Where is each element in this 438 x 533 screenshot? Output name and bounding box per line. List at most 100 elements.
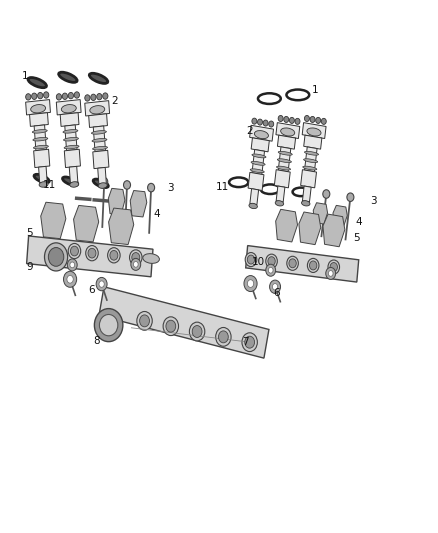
Polygon shape: [276, 123, 300, 139]
Ellipse shape: [252, 118, 257, 124]
Polygon shape: [246, 246, 359, 282]
Ellipse shape: [132, 253, 140, 262]
Ellipse shape: [68, 92, 74, 99]
Polygon shape: [248, 172, 264, 190]
Polygon shape: [57, 100, 81, 115]
Text: 6: 6: [273, 288, 280, 298]
Polygon shape: [299, 212, 321, 245]
Ellipse shape: [347, 193, 354, 201]
Text: 2: 2: [246, 126, 253, 135]
Ellipse shape: [26, 94, 31, 100]
Text: 11: 11: [42, 181, 56, 190]
Polygon shape: [85, 101, 110, 116]
Ellipse shape: [276, 166, 290, 170]
Polygon shape: [69, 166, 78, 183]
Polygon shape: [74, 205, 99, 242]
Ellipse shape: [321, 118, 326, 124]
Ellipse shape: [90, 106, 105, 114]
Polygon shape: [93, 126, 106, 152]
Ellipse shape: [278, 151, 292, 155]
Ellipse shape: [67, 276, 73, 283]
Ellipse shape: [245, 336, 254, 348]
Ellipse shape: [33, 146, 48, 149]
Ellipse shape: [277, 159, 291, 163]
Ellipse shape: [229, 177, 248, 187]
Polygon shape: [64, 149, 81, 167]
Polygon shape: [277, 135, 296, 149]
Polygon shape: [276, 209, 297, 242]
Text: 1: 1: [22, 71, 29, 80]
Polygon shape: [60, 112, 79, 126]
Ellipse shape: [140, 315, 149, 327]
Ellipse shape: [266, 264, 276, 276]
Ellipse shape: [38, 92, 43, 99]
Ellipse shape: [86, 246, 98, 261]
Ellipse shape: [189, 322, 205, 341]
Polygon shape: [88, 114, 107, 127]
Polygon shape: [304, 147, 317, 172]
Polygon shape: [252, 150, 265, 174]
Polygon shape: [98, 167, 106, 184]
Ellipse shape: [166, 320, 176, 332]
Text: 11: 11: [216, 182, 229, 191]
Polygon shape: [99, 287, 269, 358]
Ellipse shape: [32, 93, 37, 100]
Ellipse shape: [68, 244, 81, 259]
Polygon shape: [27, 236, 153, 277]
Ellipse shape: [31, 104, 46, 113]
Polygon shape: [304, 135, 322, 149]
Ellipse shape: [101, 177, 108, 186]
Ellipse shape: [269, 121, 274, 127]
Ellipse shape: [110, 251, 118, 260]
Polygon shape: [39, 166, 47, 183]
Ellipse shape: [124, 181, 131, 189]
Ellipse shape: [134, 262, 138, 267]
Ellipse shape: [304, 116, 309, 122]
Ellipse shape: [61, 104, 76, 113]
Text: 5: 5: [26, 228, 33, 238]
Polygon shape: [250, 189, 258, 205]
Ellipse shape: [287, 256, 298, 270]
Text: 5: 5: [353, 233, 360, 243]
Polygon shape: [274, 169, 290, 188]
Ellipse shape: [192, 326, 202, 337]
Ellipse shape: [310, 261, 317, 270]
Ellipse shape: [247, 255, 254, 264]
Ellipse shape: [284, 116, 289, 123]
Polygon shape: [250, 125, 273, 141]
Ellipse shape: [247, 280, 254, 287]
Ellipse shape: [62, 93, 67, 100]
Ellipse shape: [102, 93, 108, 99]
Ellipse shape: [268, 257, 275, 265]
Ellipse shape: [290, 117, 294, 124]
Ellipse shape: [43, 92, 49, 98]
Ellipse shape: [269, 280, 281, 294]
Ellipse shape: [326, 268, 336, 279]
Ellipse shape: [303, 166, 317, 170]
Text: 9: 9: [26, 262, 33, 271]
Ellipse shape: [244, 276, 257, 292]
Text: 8: 8: [93, 336, 100, 346]
Polygon shape: [300, 169, 317, 188]
Ellipse shape: [98, 183, 107, 188]
Ellipse shape: [148, 183, 155, 192]
Text: 3: 3: [370, 197, 377, 206]
Ellipse shape: [32, 130, 47, 133]
Ellipse shape: [71, 246, 78, 256]
Ellipse shape: [39, 182, 48, 187]
Ellipse shape: [251, 161, 265, 165]
Ellipse shape: [137, 311, 152, 330]
Ellipse shape: [67, 259, 77, 271]
Ellipse shape: [96, 277, 107, 291]
Polygon shape: [302, 123, 326, 139]
Ellipse shape: [258, 93, 281, 104]
Text: 2: 2: [111, 96, 118, 106]
Ellipse shape: [245, 253, 257, 266]
Ellipse shape: [33, 138, 48, 141]
Ellipse shape: [252, 154, 266, 158]
Polygon shape: [41, 202, 66, 239]
Ellipse shape: [108, 248, 120, 263]
Polygon shape: [34, 149, 50, 167]
Ellipse shape: [59, 72, 77, 83]
Ellipse shape: [301, 200, 310, 206]
